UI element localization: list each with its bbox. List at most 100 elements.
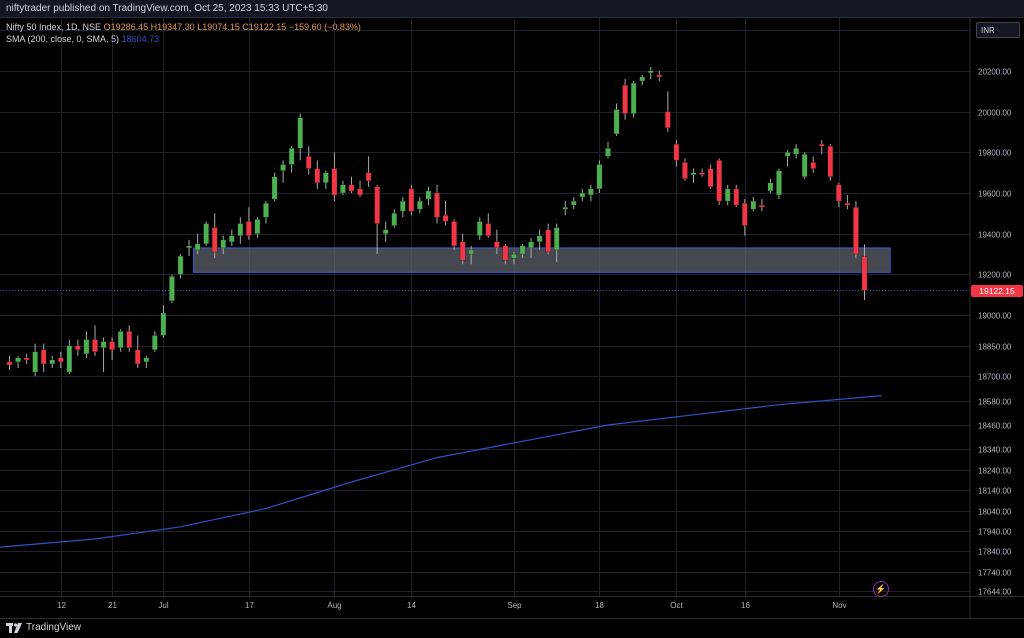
candle: [571, 197, 577, 210]
candle-body: [750, 200, 757, 210]
symbol-label: Nifty 50 Index, 1D, NSE: [6, 22, 102, 32]
candle-body: [49, 359, 56, 365]
candle-body: [801, 154, 808, 177]
candle: [793, 144, 799, 159]
candle-body: [579, 192, 586, 198]
candle: [502, 243, 509, 265]
candle: [716, 158, 722, 206]
price-tick-label: 19800.00: [978, 149, 1012, 158]
candle-body: [314, 168, 321, 183]
candle-body: [203, 223, 209, 245]
sma-label: SMA (200, close, 0, SMA, 5): [6, 34, 120, 44]
high-value: H19347.30: [150, 22, 195, 32]
candle: [810, 156, 816, 173]
candle: [844, 195, 851, 210]
sma-200-line: [0, 395, 882, 548]
tradingview-branding[interactable]: TradingView: [6, 621, 81, 635]
candle-body: [656, 74, 663, 78]
candle-body: [246, 221, 252, 236]
candle-body: [211, 227, 218, 253]
candle-body: [417, 200, 423, 210]
candle-body: [237, 223, 244, 236]
candle-body: [468, 249, 474, 255]
candle-body: [819, 143, 825, 147]
candle-body: [263, 203, 269, 218]
candle: [648, 66, 654, 79]
candle-body: [742, 203, 748, 226]
candle-body: [682, 162, 688, 179]
price-tick-label: 18340.00: [978, 446, 1012, 455]
candle-body: [528, 241, 534, 249]
lightning-icon[interactable]: ⚡: [873, 581, 889, 597]
candle-body: [485, 223, 492, 236]
candle-body: [126, 331, 132, 348]
candle-body: [810, 162, 816, 169]
candle: [323, 170, 329, 189]
candle: [109, 337, 115, 360]
candle: [246, 207, 252, 240]
candle-body: [305, 156, 312, 169]
candle: [442, 201, 449, 226]
price-tick-label: 20200.00: [978, 68, 1012, 77]
candle: [100, 337, 107, 373]
candle: [49, 355, 56, 369]
candle: [263, 201, 269, 224]
time-tick-label: Oct: [670, 601, 683, 610]
candle: [630, 81, 637, 118]
price-chart[interactable]: 20400.0020200.0020000.0019800.0019600.00…: [0, 18, 1024, 618]
candle-body: [776, 170, 782, 196]
candle: [425, 186, 432, 206]
candle-body: [451, 221, 457, 247]
candle-body: [23, 357, 30, 361]
candle: [126, 325, 132, 352]
candle: [836, 182, 842, 208]
candle-body: [536, 235, 543, 242]
candle-body: [382, 229, 389, 234]
candle: [280, 160, 286, 183]
candle-body: [83, 339, 90, 354]
candle: [152, 331, 158, 352]
candle: [776, 168, 782, 200]
candle: [75, 339, 81, 356]
published-line: niftytrader published on TradingView.com…: [6, 3, 328, 14]
last-price-tag: 19122.15: [971, 284, 1023, 297]
candle-body: [673, 143, 680, 161]
candle: [6, 355, 13, 371]
candle: [476, 217, 483, 240]
candle: [254, 217, 261, 238]
candle-body: [648, 70, 654, 74]
candle: [459, 233, 466, 265]
candle: [160, 304, 167, 338]
candle-body: [844, 203, 851, 206]
currency-label: INR: [981, 26, 995, 35]
sma-value: 18604.73: [121, 34, 160, 44]
candle: [545, 223, 551, 255]
candle: [382, 221, 389, 242]
price-tick-label: 17940.00: [978, 528, 1012, 537]
candle-body: [434, 192, 440, 218]
candle: [58, 351, 64, 369]
candle-body: [117, 331, 124, 348]
candle: [485, 213, 492, 238]
candles: [6, 66, 868, 377]
price-tick-label: 18460.00: [978, 422, 1012, 431]
close-value: C19122.15: [242, 22, 287, 32]
brand-label: TradingView: [26, 622, 82, 633]
candle-body: [32, 351, 38, 373]
candle-body: [134, 349, 141, 365]
candle: [579, 188, 586, 202]
candle: [408, 184, 415, 216]
price-tick-label: 19000.00: [978, 312, 1012, 321]
currency-button[interactable]: INR: [976, 22, 1020, 38]
candle: [853, 201, 859, 259]
candle-body: [630, 82, 637, 114]
candle: [134, 335, 141, 369]
price-tick-label: 18140.00: [978, 487, 1012, 496]
candle-body: [622, 84, 628, 114]
candle-body: [6, 361, 13, 366]
time-tick-label: Nov: [832, 601, 846, 610]
candle: [468, 245, 474, 265]
low-value: L19074.15: [197, 22, 240, 32]
candle: [374, 184, 380, 255]
price-tick-label: 17740.00: [978, 569, 1012, 578]
